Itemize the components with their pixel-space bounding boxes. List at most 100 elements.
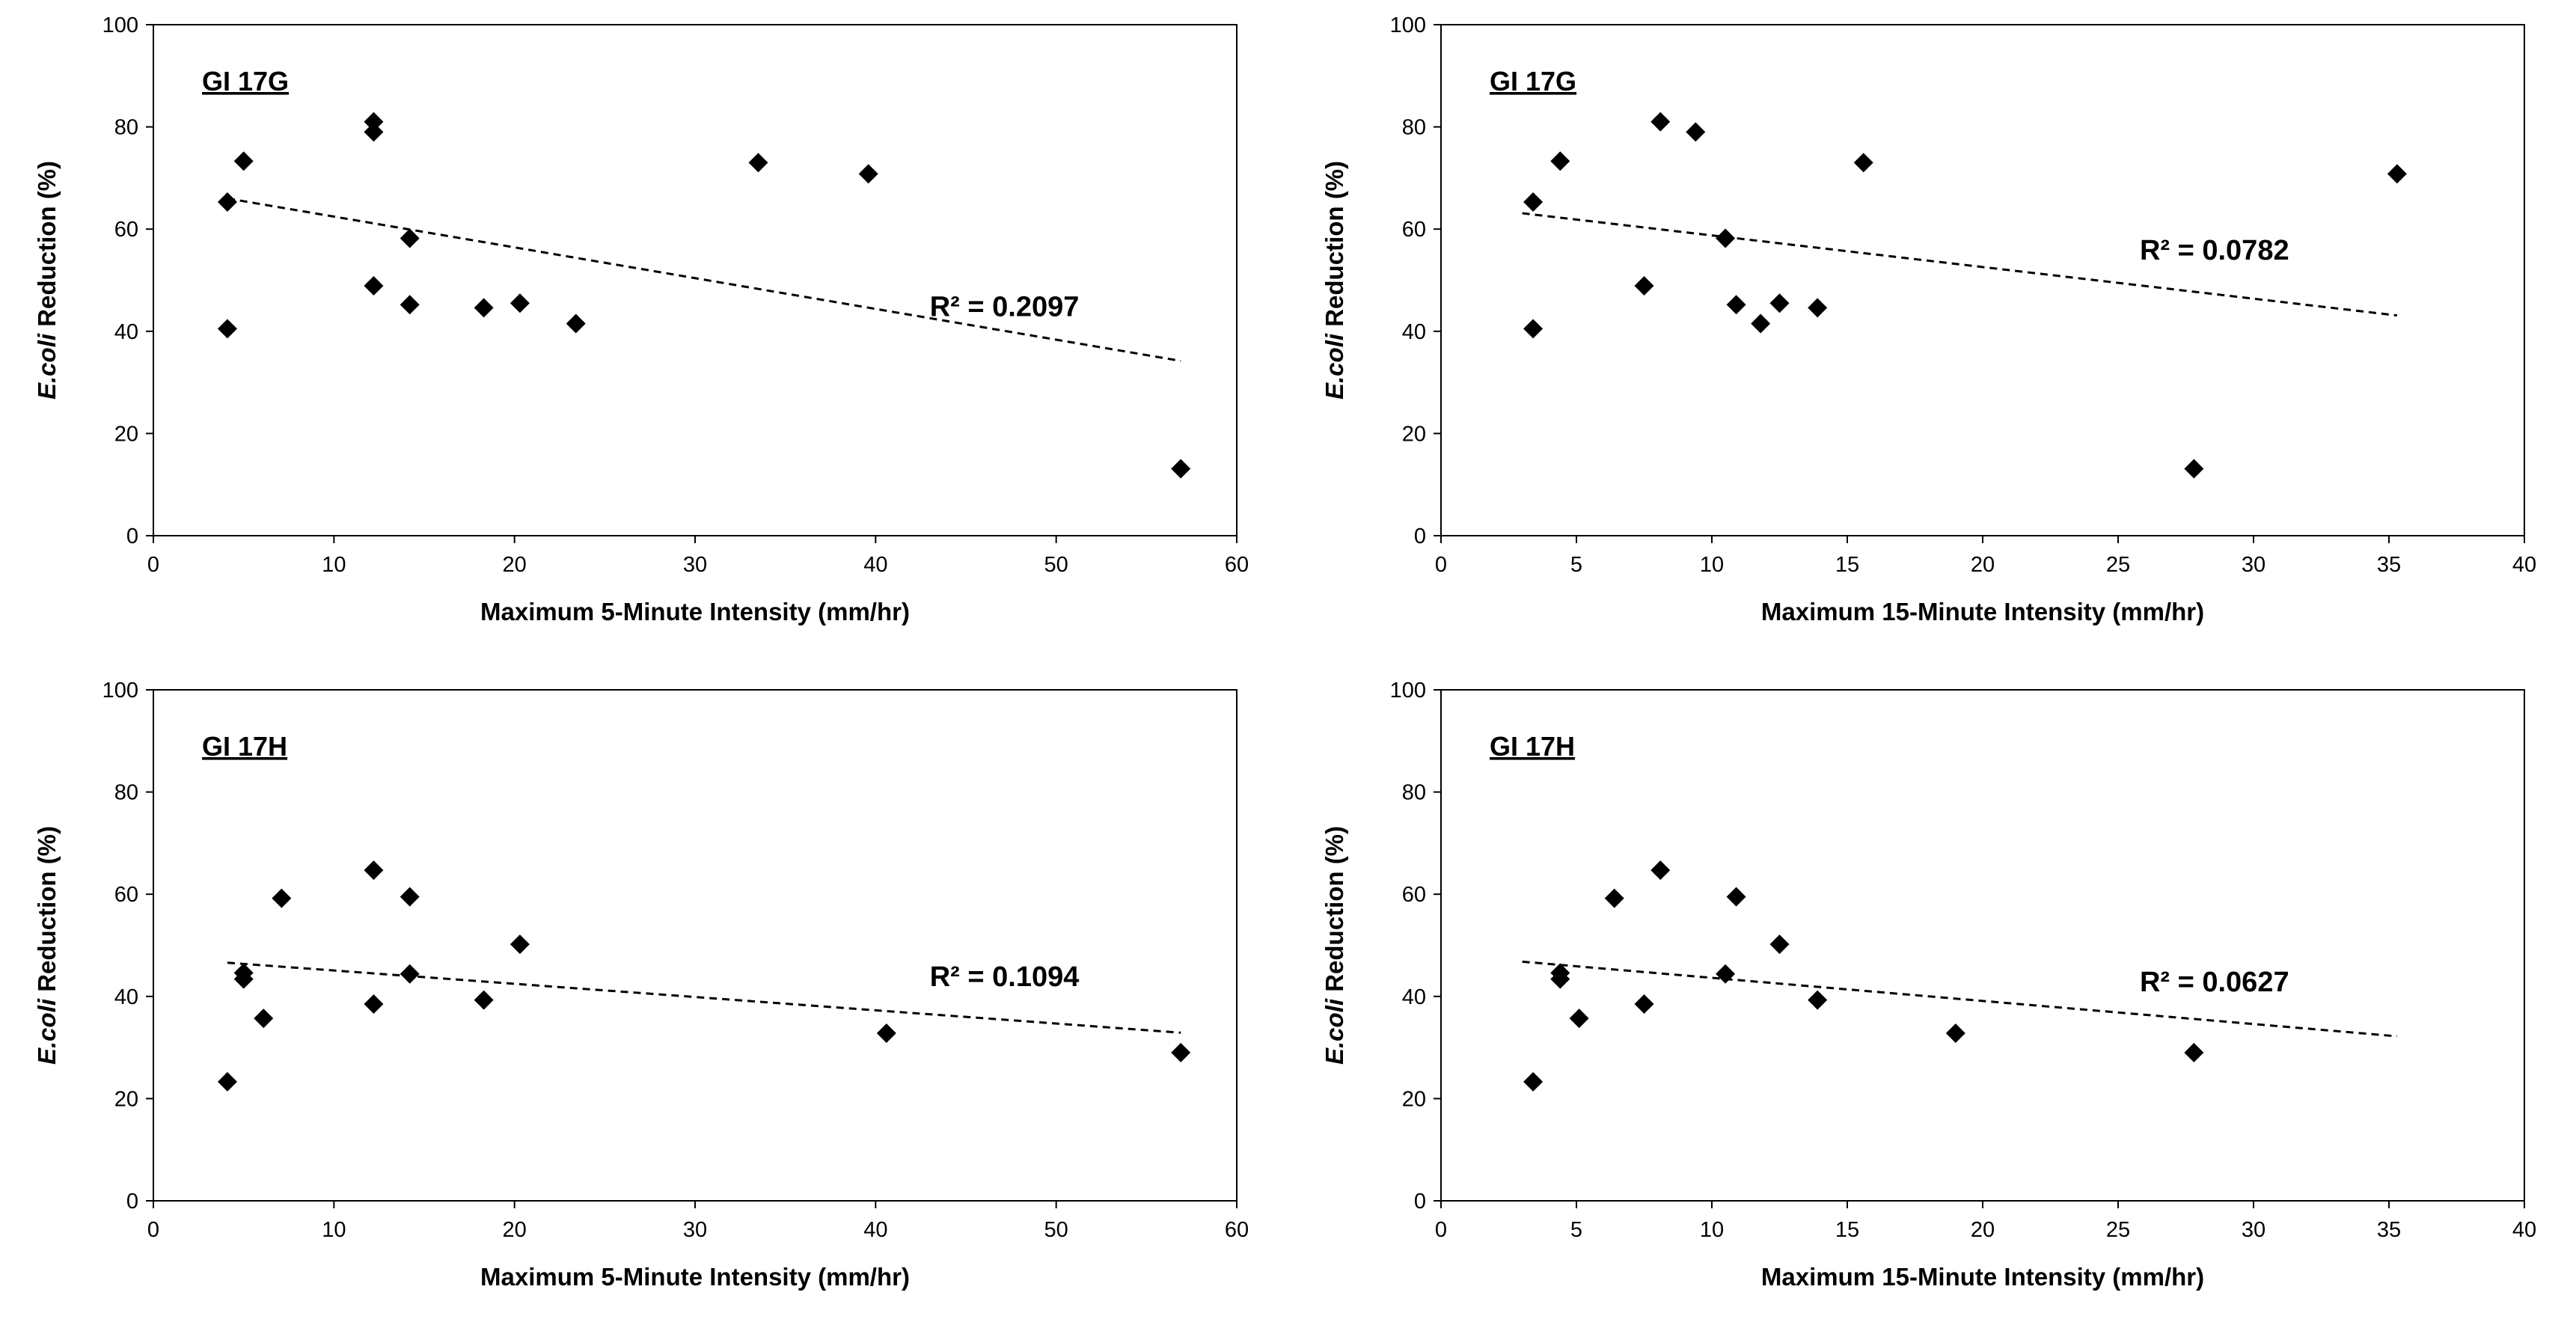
y-tick-label: 20	[1402, 422, 1426, 446]
y-axis-label: E.coli Reduction (%)	[33, 161, 61, 400]
y-tick-label: 20	[114, 1087, 138, 1111]
r-squared-label: R² = 0.1094	[930, 961, 1080, 993]
data-point	[1634, 276, 1654, 296]
y-axis-label-italic: E.coli	[33, 998, 61, 1065]
data-point	[1550, 151, 1570, 171]
plot-frame	[1440, 24, 2525, 536]
y-tick-label: 80	[1402, 116, 1426, 140]
trendline	[227, 961, 1181, 1034]
y-axis-label-rest: Reduction (%)	[1321, 161, 1348, 334]
data-point	[1808, 298, 1828, 318]
x-tick-label: 50	[1044, 553, 1068, 577]
data-point	[1171, 1042, 1191, 1062]
x-tick-label: 25	[2106, 553, 2130, 577]
y-axis-label-italic: E.coli	[33, 333, 61, 400]
y-tick-label: 0	[126, 524, 138, 548]
data-point	[364, 276, 384, 296]
chart-svg: 0 20 40 60 80 100 0 10 20 30 40 50 60 Maximum 5-Minut…	[33, 679, 1249, 1291]
data-point	[1634, 994, 1654, 1015]
y-tick-label: 40	[1402, 320, 1426, 344]
y-tick-label: 40	[1402, 985, 1426, 1009]
data-point	[217, 192, 237, 212]
trendline	[1522, 212, 2398, 317]
x-tick-label: 20	[1971, 553, 1995, 577]
y-axis-label-italic: E.coli	[1321, 998, 1348, 1065]
x-tick-label: 15	[1835, 1218, 1859, 1242]
y-tick-label: 60	[1402, 218, 1426, 242]
r-squared-label: R² = 0.0782	[2140, 235, 2289, 266]
chart-panel-17g-15min: 0 20 40 60 80 100 0 5 10 15 20 25 30 35 40 Maximum 15-M…	[1288, 0, 2575, 665]
x-tick-label: 15	[1835, 553, 1859, 577]
x-tick-label: 5	[1570, 553, 1582, 577]
chart-panel-17h-15min: 0 20 40 60 80 100 0 5 10 15 20 25 30 35 40 Maximum 15-M…	[1288, 665, 2575, 1330]
y-axis-label-rest: Reduction (%)	[33, 826, 61, 999]
x-tick-label: 10	[322, 553, 346, 577]
chart-panel-17h-5min: 0 20 40 60 80 100 0 10 20 30 40 50 60 Maximum 5-Minut…	[0, 665, 1288, 1330]
plot-frame	[153, 24, 1237, 536]
plot-frame	[153, 689, 1237, 1202]
x-tick-label: 25	[2106, 1218, 2130, 1242]
data-point	[1751, 313, 1771, 334]
plot-frame	[1440, 689, 2525, 1202]
y-tick-label: 100	[103, 13, 138, 37]
r-squared-label: R² = 0.0627	[2140, 967, 2289, 998]
x-tick-label: 0	[147, 1218, 159, 1242]
data-point	[1716, 228, 1736, 248]
data-point	[1853, 153, 1873, 173]
x-tick-label: 10	[1700, 1218, 1724, 1242]
y-tick-label: 40	[114, 985, 138, 1009]
x-tick-label: 30	[683, 553, 707, 577]
data-point	[1650, 860, 1671, 881]
trendline	[227, 197, 1181, 362]
x-tick-label: 30	[2242, 553, 2266, 577]
x-tick-label: 40	[2512, 1218, 2536, 1242]
data-point	[1523, 192, 1544, 212]
data-point	[566, 313, 586, 334]
x-tick-label: 60	[1225, 553, 1249, 577]
data-point	[400, 964, 420, 984]
y-tick-label: 60	[114, 218, 138, 242]
data-point	[1171, 459, 1191, 479]
chart-svg: 0 20 40 60 80 100 0 5 10 15 20 25 30 35 40 Maximum 15-M…	[1321, 679, 2536, 1291]
x-tick-label: 10	[322, 1218, 346, 1242]
data-point	[272, 888, 292, 908]
x-tick-label: 0	[147, 553, 159, 577]
data-point	[1604, 888, 1624, 908]
y-tick-label: 100	[103, 679, 138, 703]
y-tick-label: 0	[1414, 1190, 1426, 1214]
x-axis-label: Maximum 5-Minute Intensity (mm/hr)	[480, 598, 910, 625]
data-point	[364, 122, 384, 142]
y-tick-label: 80	[114, 781, 138, 805]
y-tick-label: 40	[114, 320, 138, 344]
data-point	[510, 934, 530, 955]
data-point	[217, 319, 237, 339]
x-axis-label: Maximum 5-Minute Intensity (mm/hr)	[480, 1263, 910, 1291]
data-point	[364, 860, 384, 881]
y-tick-label: 100	[1390, 13, 1426, 37]
data-point	[510, 293, 530, 313]
y-tick-label: 100	[1390, 679, 1426, 703]
y-tick-label: 80	[114, 116, 138, 140]
data-point	[1945, 1023, 1965, 1043]
x-axis-label: Maximum 15-Minute Intensity (mm/hr)	[1761, 1263, 2204, 1291]
x-tick-label: 0	[1435, 553, 1447, 577]
data-point	[1523, 319, 1544, 339]
data-point	[876, 1023, 896, 1043]
x-tick-label: 20	[503, 553, 527, 577]
x-tick-label: 30	[2242, 1218, 2266, 1242]
data-point	[400, 295, 420, 315]
data-point	[364, 111, 384, 132]
chart-svg: 0 20 40 60 80 100 0 10 20 30 40 50 60 Maximum 5-Minut…	[33, 13, 1249, 625]
y-tick-label: 0	[1414, 524, 1426, 548]
data-point	[474, 990, 494, 1010]
y-axis-label-rest: Reduction (%)	[33, 161, 61, 334]
x-tick-label: 50	[1044, 1218, 1068, 1242]
x-axis-label: Maximum 15-Minute Intensity (mm/hr)	[1761, 598, 2204, 625]
y-axis-label: E.coli Reduction (%)	[33, 826, 61, 1065]
r-squared-label: R² = 0.2097	[930, 291, 1080, 322]
data-point	[1726, 887, 1746, 907]
y-axis-label: E.coli Reduction (%)	[1321, 826, 1348, 1065]
panel-label: GI 17H	[202, 731, 287, 762]
x-tick-label: 20	[1971, 1218, 1995, 1242]
data-point	[1769, 934, 1790, 955]
